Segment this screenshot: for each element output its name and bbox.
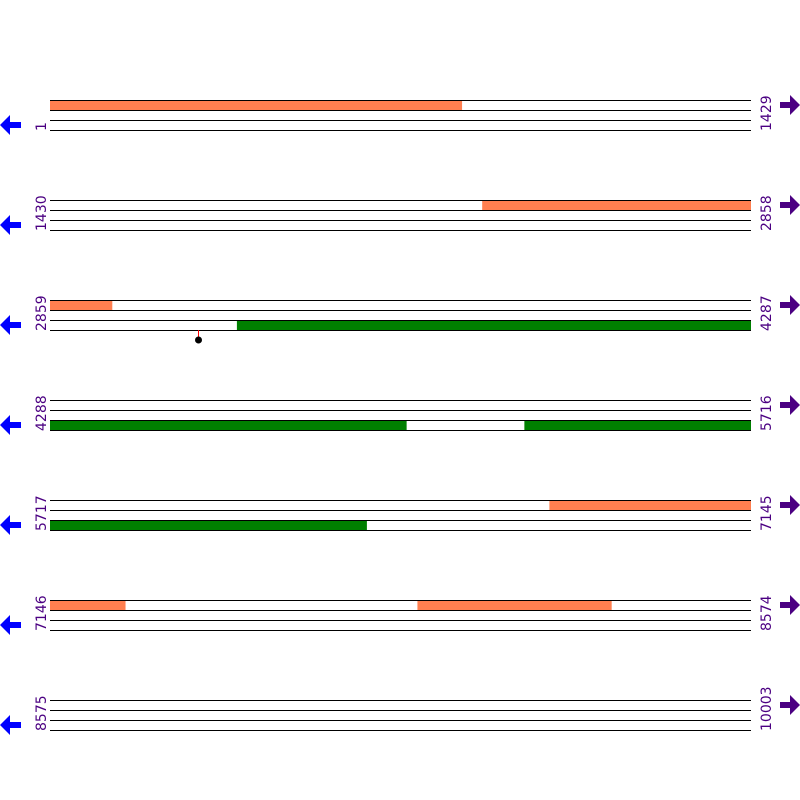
- arrow-left-icon[interactable]: [0, 415, 21, 435]
- forward-feature-bar[interactable]: [50, 100, 463, 110]
- forward-feature-bar[interactable]: [417, 600, 612, 610]
- arrow-right-icon[interactable]: [780, 395, 800, 415]
- row-start-label: 7146: [34, 595, 50, 631]
- row-start-label: 5717: [34, 495, 50, 531]
- arrow-right-icon[interactable]: [780, 695, 800, 715]
- arrow-right-icon[interactable]: [780, 295, 800, 315]
- arrow-left-icon[interactable]: [0, 515, 21, 535]
- row-end-label: 2858: [759, 195, 775, 231]
- arrow-right-icon[interactable]: [780, 195, 800, 215]
- row-start-label: 8575: [34, 695, 50, 731]
- sequence-row: 5717 7145: [0, 495, 800, 535]
- row-end-label: 5716: [759, 395, 775, 431]
- sequence-row: 8575 10003: [0, 686, 800, 735]
- sequence-row: 1 1429: [0, 95, 800, 135]
- sequence-row: 1430 2858: [0, 195, 800, 235]
- row-end-label: 1429: [759, 95, 775, 131]
- row-start-label: 1430: [34, 195, 50, 231]
- reverse-feature-bar[interactable]: [50, 420, 407, 430]
- arrow-left-icon[interactable]: [0, 115, 21, 135]
- arrow-right-icon[interactable]: [780, 495, 800, 515]
- arrow-left-icon[interactable]: [0, 215, 21, 235]
- marker-dot[interactable]: [195, 336, 202, 344]
- arrow-left-icon[interactable]: [0, 315, 21, 335]
- forward-feature-bar[interactable]: [50, 300, 113, 310]
- row-end-label: 4287: [759, 295, 775, 331]
- forward-feature-bar[interactable]: [482, 200, 751, 210]
- row-start-label: 4288: [34, 395, 50, 431]
- forward-feature-bar[interactable]: [50, 600, 126, 610]
- row-end-label: 7145: [759, 495, 775, 531]
- reverse-feature-bar[interactable]: [50, 520, 367, 530]
- sequence-row: 2859 4287: [0, 295, 800, 344]
- row-end-label: 10003: [759, 686, 775, 731]
- arrow-right-icon[interactable]: [780, 595, 800, 615]
- reverse-feature-bar[interactable]: [236, 320, 751, 330]
- arrow-left-icon[interactable]: [0, 615, 21, 635]
- row-end-label: 8574: [759, 595, 775, 631]
- arrow-right-icon[interactable]: [780, 95, 800, 115]
- sequence-row: 4288 5716: [0, 395, 800, 435]
- forward-feature-bar[interactable]: [549, 500, 751, 510]
- sequence-row: 7146 8574: [0, 595, 800, 635]
- row-start-label: 1: [34, 122, 50, 131]
- arrow-left-icon[interactable]: [0, 715, 21, 735]
- reverse-feature-bar[interactable]: [524, 420, 751, 430]
- row-start-label: 2859: [34, 295, 50, 331]
